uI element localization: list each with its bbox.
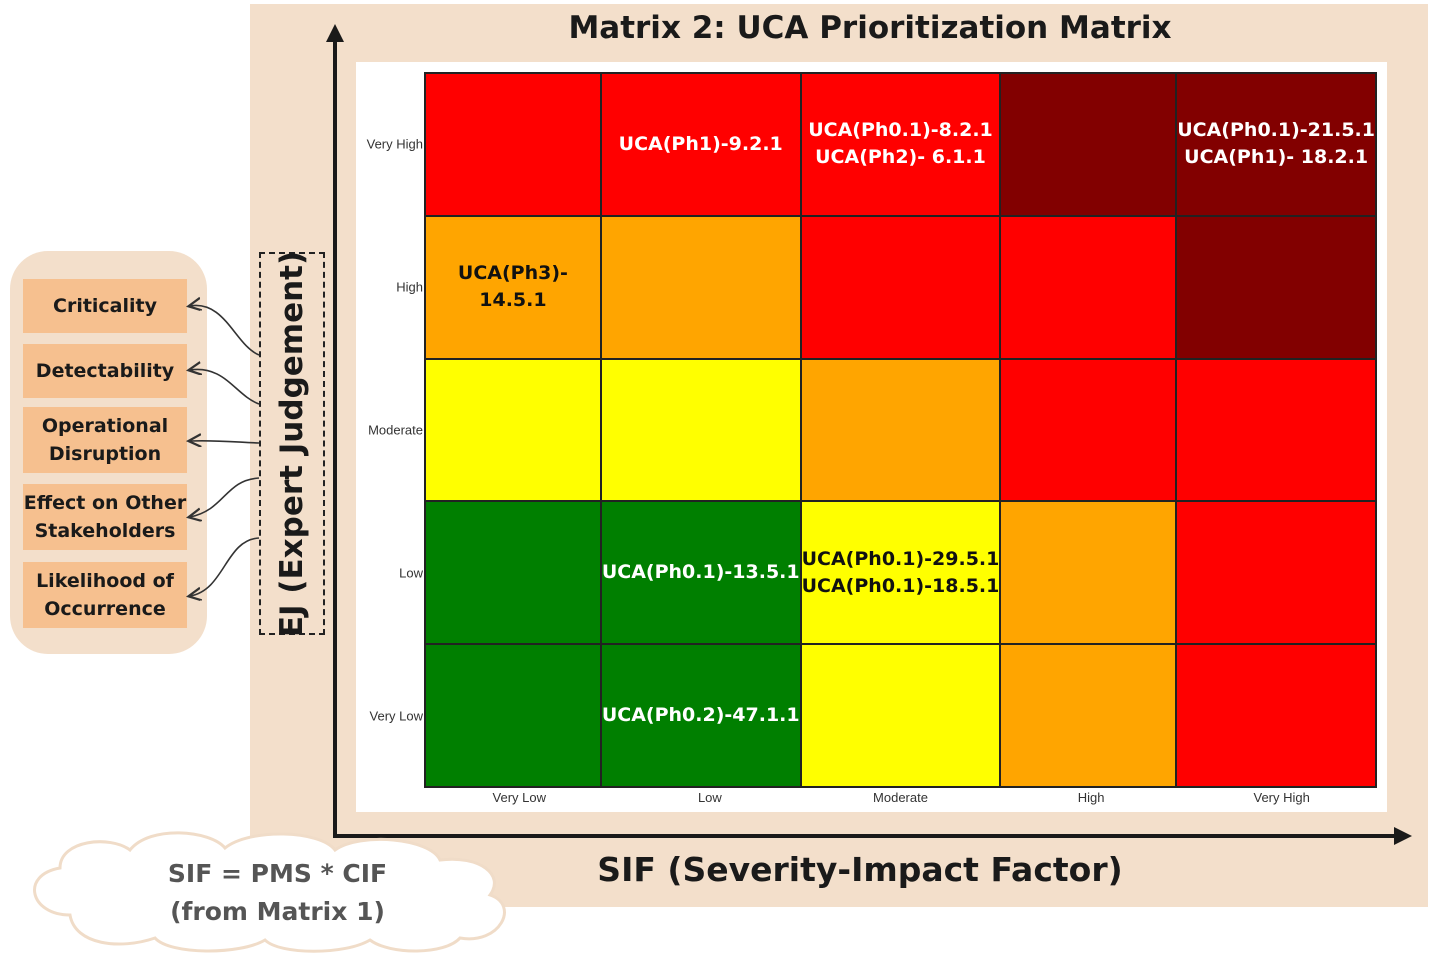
x-level-label: Very High — [1253, 790, 1310, 805]
x-level-label: High — [1077, 790, 1105, 805]
y-level-label: Very Low — [369, 708, 423, 724]
matrix-cell — [800, 644, 1001, 787]
ej-factor-label: Occurrence — [44, 598, 166, 620]
uca-label: UCA(Ph1)- 18.2.1 — [1184, 146, 1369, 169]
matrix-cell: UCA(Ph0.1)-8.2.1 UCA(Ph2)- 6.1.1 — [800, 73, 1001, 216]
prioritization-matrix: UCA(Ph1)-9.2.1 UCA(Ph0.1)-8.2.1 UCA(Ph2)- … — [424, 72, 1377, 788]
ej-factor-label: Effect on Other — [23, 492, 187, 514]
matrix-cell: UCA(Ph0.1)-29.5.1 UCA(Ph0.1)-18.5.1 — [800, 501, 1001, 645]
ej-factor-label: Stakeholders — [34, 520, 176, 542]
ej-factor-label: Criticality — [53, 295, 157, 317]
uca-label: UCA(Ph0.1)-18.5.1 — [801, 574, 1000, 597]
matrix-cell — [1000, 215, 1177, 359]
ej-axis-title-box: EJ (Expert Judgement) — [259, 250, 325, 637]
matrix-cell — [1000, 644, 1177, 787]
matrix-cell — [800, 358, 1001, 502]
y-level-label: Low — [399, 565, 423, 581]
y-level-label: Moderate — [368, 422, 423, 438]
ej-factor-box: Likelihood of Occurrence — [23, 562, 187, 628]
uca-label: UCA(Ph0.1)-13.5.1 — [601, 561, 800, 584]
sif-note-line2: (from Matrix 1) — [170, 897, 385, 926]
matrix-cell: UCA(Ph0.1)-13.5.1 — [600, 501, 801, 645]
uca-label: UCA(Ph0.1)-8.2.1 — [808, 119, 993, 142]
uca-label: UCA(Ph0.2)-47.1.1 — [601, 704, 800, 727]
cloud-shape — [33, 831, 506, 953]
ej-factor-box: Operational Disruption — [23, 407, 187, 473]
ej-factor-label: Disruption — [48, 443, 162, 465]
sif-note: SIF = PMS * CIF (from Matrix 1) — [120, 855, 435, 931]
matrix-cell — [425, 358, 601, 502]
matrix-cell — [1176, 644, 1376, 787]
matrix-cell — [1000, 73, 1177, 216]
y-axis-arrowhead — [326, 24, 344, 42]
x-level-label: Very Low — [492, 790, 547, 805]
uca-label: UCA(Ph1)-9.2.1 — [618, 132, 783, 155]
matrix-title: Matrix 2: UCA Prioritization Matrix — [568, 10, 1172, 46]
x-level-label: Low — [697, 790, 722, 805]
matrix-cell — [800, 215, 1001, 359]
ej-factor-box: Detectability — [23, 344, 187, 398]
matrix-cell — [600, 215, 801, 359]
matrix-cell — [600, 358, 801, 502]
connector-detectability — [190, 369, 260, 405]
uca-label: UCA(Ph0.1)-29.5.1 — [801, 547, 1000, 570]
uca-label: UCA(Ph3)- 14.5.1 — [457, 262, 568, 312]
matrix-cell: UCA(Ph0.1)-21.5.1 UCA(Ph1)- 18.2.1 — [1176, 73, 1376, 216]
uca-label: UCA(Ph0.1)-21.5.1 — [1177, 119, 1375, 142]
ej-factor-box: Criticality — [23, 279, 187, 333]
matrix-cell — [1176, 215, 1376, 359]
connector-operational-disruption — [190, 441, 260, 443]
connector-likelihood — [190, 537, 260, 596]
matrix-cell — [1000, 358, 1177, 502]
uca-label: UCA(Ph2)- 6.1.1 — [815, 146, 986, 169]
sif-note-line1: SIF = PMS * CIF — [167, 859, 388, 888]
x-axis-arrowhead — [1394, 827, 1412, 845]
y-level-label: Very High — [366, 136, 423, 152]
matrix-cell — [1176, 501, 1376, 645]
matrix-cell — [425, 501, 601, 645]
matrix-cell — [425, 644, 601, 787]
ej-factor-box: Effect on Other Stakeholders — [23, 484, 187, 550]
matrix-cell: UCA(Ph1)-9.2.1 — [600, 73, 801, 216]
matrix-cell — [1000, 501, 1177, 645]
matrix-cell — [1176, 358, 1376, 502]
matrix-cell: UCA(Ph0.2)-47.1.1 — [600, 644, 801, 787]
connector-effect-on-stakeholders — [190, 477, 260, 517]
matrix-cell: UCA(Ph3)- 14.5.1 — [425, 215, 601, 359]
ej-factor-label: Operational — [41, 415, 169, 437]
ej-factor-label: Detectability — [35, 360, 175, 382]
ej-factor-label: Likelihood of — [36, 570, 174, 592]
connector-criticality — [190, 305, 260, 356]
x-level-label: Moderate — [873, 790, 928, 805]
x-axis-title: SIF (Severity-Impact Factor) — [597, 850, 1123, 889]
y-level-label: High — [396, 279, 423, 295]
matrix-cell — [425, 73, 601, 216]
